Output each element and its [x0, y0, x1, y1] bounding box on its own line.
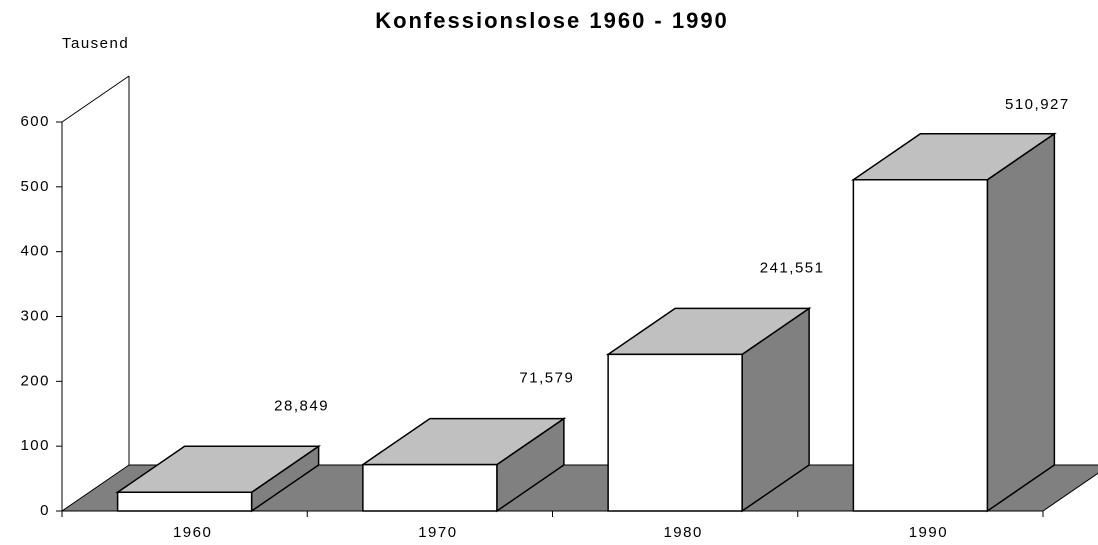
bar — [115, 444, 322, 513]
y-tick-label: 400 — [20, 243, 50, 260]
x-tick-label: 1980 — [663, 524, 702, 541]
y-tick-label: 300 — [20, 307, 50, 324]
y-tick-label: 600 — [20, 113, 50, 130]
y-axis-label: Tausend — [62, 35, 129, 52]
x-tick-label: 1970 — [418, 524, 457, 541]
bar — [360, 417, 567, 513]
data-label: 241,551 — [760, 259, 825, 276]
bar-front — [852, 178, 989, 512]
wall-diagonal — [61, 75, 130, 123]
data-label: 28,849 — [274, 397, 329, 414]
x-tick-label: 1990 — [909, 524, 948, 541]
x-tick-label: 1960 — [173, 524, 212, 541]
bar-front — [116, 491, 253, 512]
y-tick-label: 500 — [20, 178, 50, 195]
data-label: 71,579 — [519, 370, 574, 387]
y-tick-label: 100 — [20, 437, 50, 454]
chart-title: Konfessionslose 1960 - 1990 — [375, 8, 729, 33]
bar — [850, 132, 1057, 513]
bar — [605, 306, 812, 513]
y-tick-label: 200 — [20, 372, 50, 389]
bar-side — [986, 132, 1056, 513]
bar-front — [362, 463, 498, 512]
bar-front — [607, 353, 743, 512]
y-tick-label: 0 — [40, 502, 50, 519]
data-label: 510,927 — [1005, 96, 1070, 113]
